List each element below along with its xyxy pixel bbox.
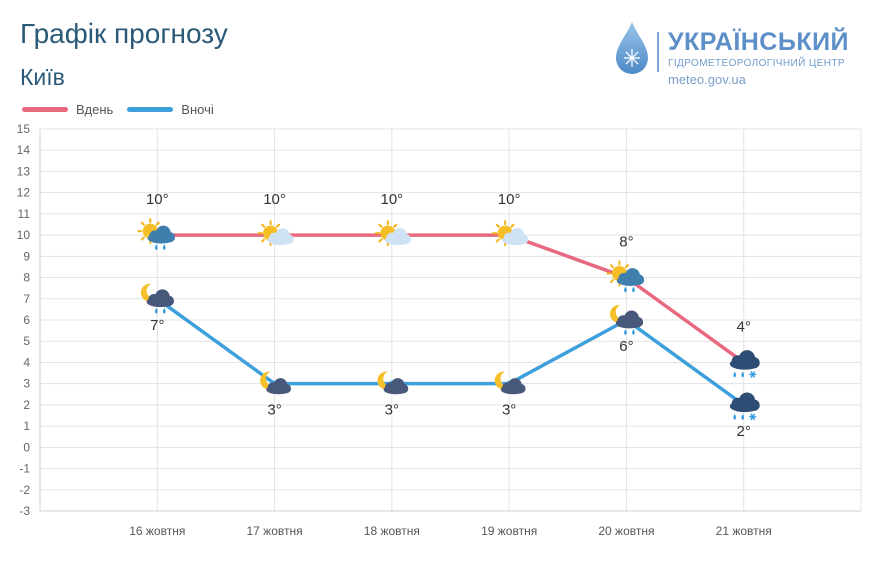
light-cloud-icon bbox=[267, 228, 294, 246]
y-tick-label: 13 bbox=[17, 164, 31, 178]
y-tick-label: 11 bbox=[18, 207, 31, 221]
dark-cloud-icon bbox=[383, 378, 409, 395]
weather-icon-sun-cloud bbox=[492, 220, 529, 247]
y-tick-label: 14 bbox=[17, 143, 31, 157]
logo-name: УКРАЇНСЬКИЙ bbox=[668, 28, 850, 56]
y-tick-label: -3 bbox=[19, 504, 30, 518]
x-tick-label: 17 жовтня bbox=[247, 524, 303, 538]
moon-icon bbox=[260, 371, 277, 390]
weather-icon-moon-cloud bbox=[260, 371, 291, 395]
rain-icon bbox=[624, 329, 635, 335]
weather-icon-moon-cloud-rain bbox=[140, 283, 174, 314]
ukrhydromet-logo[interactable]: УКРАЇНСЬКИЙ ГІДРОМЕТЕОРОЛОГІЧНИЙ ЦЕНТР m… bbox=[612, 20, 862, 92]
logo-subtitle: ГІДРОМЕТЕОРОЛОГІЧНИЙ ЦЕНТР bbox=[668, 58, 845, 69]
moon-icon bbox=[140, 283, 158, 302]
dark-cloud-icon bbox=[729, 392, 760, 413]
logo-url[interactable]: meteo.gov.ua bbox=[668, 72, 746, 87]
legend-swatch-night bbox=[127, 107, 174, 112]
dark-cloud-icon bbox=[500, 378, 526, 395]
data-label: 7° bbox=[150, 317, 164, 334]
weather-icon-sun-cloud bbox=[374, 220, 411, 247]
weather-icon-cloud-rain-snow bbox=[729, 392, 760, 421]
weather-icon-sun-cloud-rain bbox=[137, 218, 175, 251]
page-title: Графік прогнозу bbox=[20, 18, 228, 49]
logo-divider bbox=[657, 32, 659, 72]
dark-cloud-icon bbox=[729, 350, 760, 370]
dark-cloud-icon bbox=[266, 378, 291, 395]
weather-icon-moon-cloud bbox=[494, 371, 526, 395]
legend-label-night: Вночі bbox=[181, 102, 214, 117]
y-tick-label: 1 bbox=[23, 419, 30, 433]
data-label: 4° bbox=[737, 318, 751, 335]
dark-cloud-icon bbox=[615, 310, 644, 329]
y-tick-label: 7 bbox=[23, 292, 30, 306]
data-label: 3° bbox=[502, 402, 516, 419]
y-tick-label: 8 bbox=[23, 271, 30, 285]
weather-icon-moon-cloud-rain bbox=[610, 304, 644, 335]
legend-item-night[interactable]: Вночі bbox=[127, 102, 214, 117]
x-tick-label: 18 жовтня bbox=[364, 524, 420, 538]
weather-icon-sun-cloud-rain bbox=[606, 260, 645, 293]
dark-cloud-icon bbox=[146, 289, 174, 308]
y-tick-label: 2 bbox=[23, 398, 30, 412]
series-line-night bbox=[156, 297, 745, 407]
chart-legend: Вдень Вночі bbox=[22, 102, 228, 117]
x-tick-label: 16 жовтня bbox=[129, 524, 185, 538]
data-label: 2° bbox=[737, 423, 751, 440]
weather-icon-sun-cloud bbox=[257, 220, 294, 247]
rain-icon bbox=[154, 307, 166, 314]
y-tick-label: 9 bbox=[23, 249, 30, 263]
data-label: 6° bbox=[619, 338, 633, 355]
data-label: 10° bbox=[498, 191, 521, 208]
rain-icon bbox=[624, 286, 635, 293]
moon-icon bbox=[494, 371, 512, 390]
data-label: 3° bbox=[267, 402, 281, 419]
y-tick-label: 15 bbox=[17, 122, 31, 136]
series-line-day bbox=[157, 233, 745, 364]
snow-icon bbox=[749, 371, 757, 378]
y-tick-label: -2 bbox=[19, 483, 30, 497]
legend-swatch-day bbox=[22, 107, 68, 112]
moon-icon bbox=[610, 304, 627, 323]
cloud-icon bbox=[616, 268, 645, 286]
legend-label-day: Вдень bbox=[76, 102, 114, 117]
y-tick-label: 10 bbox=[17, 228, 31, 242]
data-label: 10° bbox=[263, 191, 286, 208]
snow-icon bbox=[749, 413, 757, 421]
data-label: 3° bbox=[385, 402, 399, 419]
y-tick-label: 12 bbox=[17, 186, 31, 200]
y-tick-label: 6 bbox=[23, 313, 30, 327]
rain-icon bbox=[154, 244, 166, 251]
light-cloud-icon bbox=[502, 228, 529, 246]
y-tick-label: 3 bbox=[23, 377, 30, 391]
water-drop-icon bbox=[616, 22, 648, 74]
data-label: 10° bbox=[146, 191, 169, 208]
moon-icon bbox=[377, 371, 394, 390]
rain-icon bbox=[733, 413, 745, 420]
y-tick-label: 0 bbox=[23, 440, 30, 454]
y-tick-label: 5 bbox=[23, 334, 30, 348]
x-tick-label: 21 жовтня bbox=[716, 524, 772, 538]
rain-icon bbox=[733, 371, 745, 378]
data-label: 10° bbox=[381, 191, 404, 208]
legend-item-day[interactable]: Вдень bbox=[22, 102, 113, 117]
y-tick-label: -1 bbox=[19, 462, 30, 476]
y-tick-label: 4 bbox=[23, 355, 30, 369]
data-label: 8° bbox=[619, 234, 633, 251]
city-name: Київ bbox=[20, 64, 65, 90]
x-tick-label: 19 жовтня bbox=[481, 524, 537, 538]
cloud-icon bbox=[147, 225, 175, 244]
light-cloud-icon bbox=[384, 228, 411, 246]
weather-icon-cloud-rain-snow bbox=[729, 350, 760, 378]
weather-icon-moon-cloud bbox=[377, 371, 409, 395]
x-tick-label: 20 жовтня bbox=[598, 524, 654, 538]
